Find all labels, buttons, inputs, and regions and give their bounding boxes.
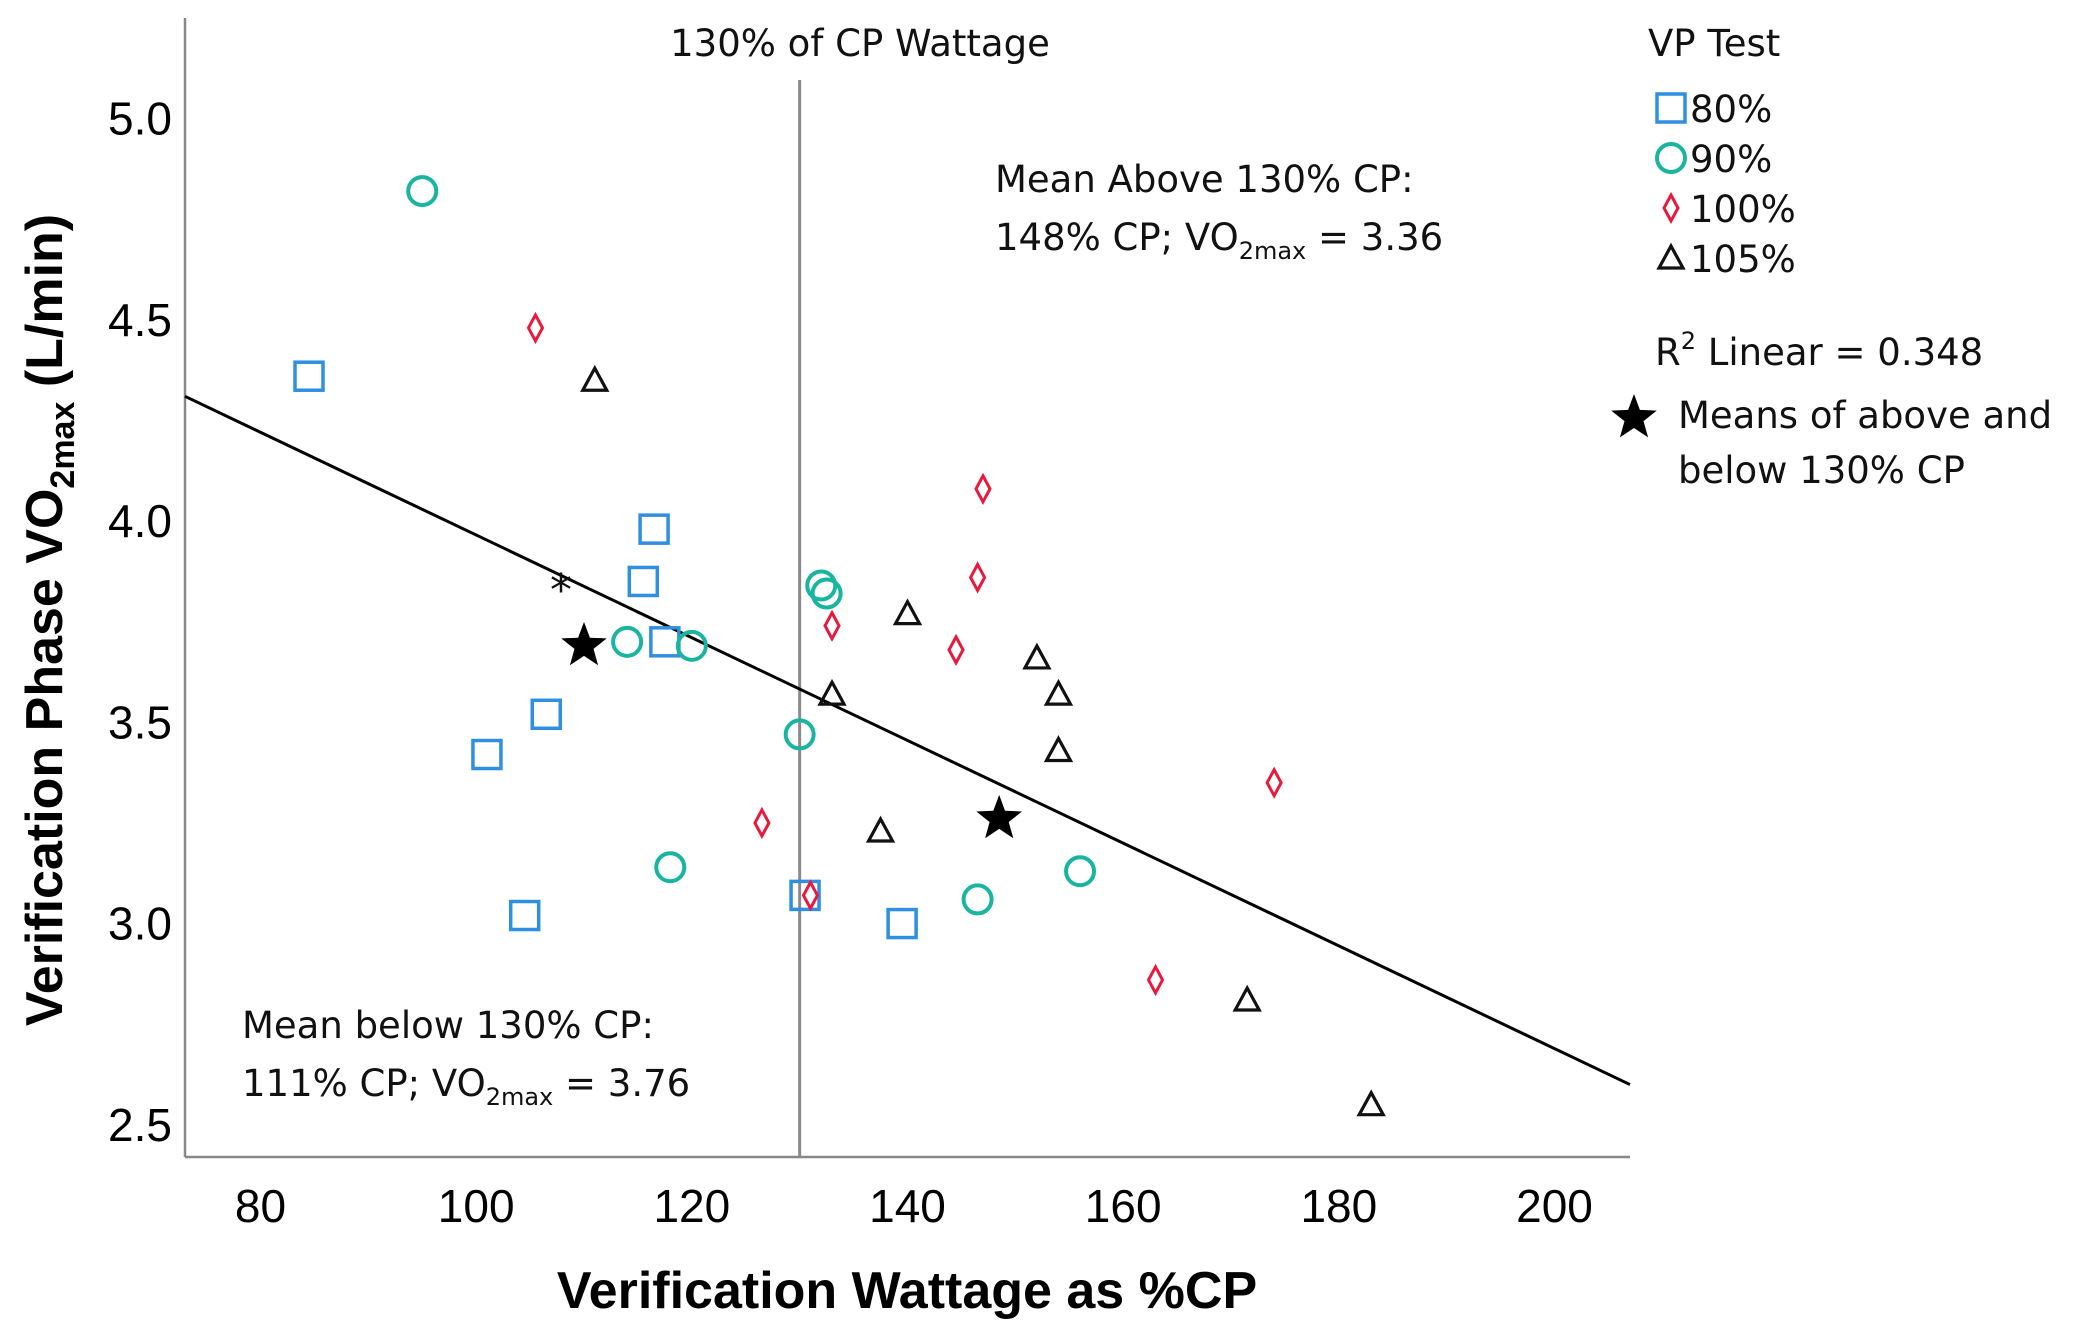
- x-tick-label: 200: [1516, 1180, 1593, 1232]
- legend-entry-label: 90%: [1690, 138, 1772, 181]
- y-tick-label: 2.5: [108, 1099, 172, 1151]
- legend-r2-text: Linear = 0.348: [1696, 331, 1983, 374]
- x-axis-title: Verification Wattage as %CP: [557, 1262, 1257, 1320]
- annotation-above-line2: 148% CP; VO2max = 3.36: [995, 216, 1443, 265]
- annotation-above-line1: Mean Above 130% CP:: [995, 158, 1414, 201]
- legend-star-line2: below 130% CP: [1678, 449, 1965, 492]
- y-axis-title-main: Verification Phase VO: [16, 489, 74, 1027]
- annotation-below-sub: 2max: [486, 1083, 554, 1111]
- legend-marker-diamond: [1662, 191, 1680, 225]
- data-point-diamond: [801, 879, 820, 912]
- y-tick-label: 4.0: [108, 495, 172, 547]
- data-point-diamond: [1146, 963, 1165, 997]
- data-point-diamond: [823, 609, 841, 642]
- data-point-diamond: [947, 633, 965, 667]
- legend-star-line1: Means of above and: [1678, 394, 2052, 437]
- data-point-diamond: [526, 311, 545, 345]
- data-point-circle: [654, 851, 687, 884]
- data-point-triangle: [1232, 984, 1262, 1012]
- data-point-diamond: [1265, 766, 1283, 799]
- data-point-square: [530, 698, 562, 731]
- asterisk-annotation: *: [550, 565, 572, 616]
- legend-entry-label: 100%: [1690, 188, 1796, 231]
- legend-star-shape: [1611, 394, 1657, 438]
- y-tick-label: 5.0: [108, 93, 172, 145]
- data-point-triangle: [1022, 642, 1052, 670]
- data-point-square: [293, 360, 325, 392]
- legend-entry-label: 105%: [1690, 238, 1796, 281]
- legend-r2-prefix: R: [1655, 331, 1681, 374]
- data-point-triangle: [580, 364, 610, 392]
- y-axis-title-units: (L/min): [16, 214, 74, 402]
- data-point-triangle: [1356, 1089, 1386, 1117]
- data-point-circle: [406, 175, 439, 208]
- data-point-square: [471, 738, 503, 771]
- legend-star-icon: [1611, 394, 1657, 438]
- data-point-square: [627, 565, 660, 598]
- legend: VP Test 80% 90% 100% 105% R2 Linear = 0.348…: [1611, 22, 2052, 492]
- legend-marker-triangle: [1656, 242, 1686, 270]
- x-tick-label: 140: [869, 1180, 946, 1232]
- data-point-diamond: [753, 806, 771, 840]
- linear-fit-line: [184, 394, 1631, 1086]
- legend-marker-square: [1655, 92, 1687, 124]
- x-tick-labels: 80 100 120 140 160 180 200: [235, 1180, 1593, 1232]
- mean-star-above: [976, 794, 1022, 839]
- data-point-triangle: [865, 815, 896, 843]
- data-point-square: [508, 899, 541, 932]
- data-point-circle: [805, 569, 838, 602]
- annotation-above-line2-pre: 148% CP; VO: [995, 216, 1239, 259]
- mean-stars: [561, 621, 1022, 839]
- x-tick-label: 180: [1300, 1180, 1377, 1232]
- data-point-triangle: [817, 678, 847, 706]
- legend-r2: R2 Linear = 0.348: [1655, 327, 1983, 374]
- annotation-above-sub: 2max: [1239, 237, 1307, 265]
- data-point-circle: [783, 718, 816, 751]
- y-tick-label: 3.0: [108, 898, 172, 950]
- data-point-circle: [611, 625, 644, 658]
- annotation-below-line2: 111% CP; VO2max = 3.76: [242, 1062, 690, 1111]
- data-point-triangle: [1043, 678, 1074, 706]
- mean-star-below: [561, 621, 607, 666]
- data-point-circle: [675, 629, 708, 662]
- legend-entry-label: 80%: [1690, 88, 1772, 131]
- data-point-diamond: [968, 561, 987, 594]
- x-tick-label: 120: [653, 1180, 730, 1232]
- annotation-below-line2-post: = 3.76: [553, 1062, 690, 1105]
- legend-title: VP Test: [1648, 22, 1780, 65]
- reference-line-label: 130% of CP Wattage: [670, 22, 1050, 65]
- data-point-circle: [810, 577, 843, 610]
- legend-marker-circle: [1655, 142, 1687, 174]
- annotation-above-line2-post: = 3.36: [1306, 216, 1443, 259]
- legend-r2-sup: 2: [1681, 327, 1696, 355]
- x-tick-label: 80: [235, 1180, 286, 1232]
- data-point-circle: [1064, 855, 1097, 888]
- legend-entries: 80% 90% 100% 105%: [1655, 88, 1796, 281]
- data-point-square: [886, 907, 918, 940]
- data-point-triangle: [892, 598, 923, 626]
- y-axis-title: Verification Phase VO2max (L/min): [16, 214, 82, 1026]
- x-tick-label: 100: [438, 1180, 515, 1232]
- annotation-below-line2-pre: 111% CP; VO: [242, 1062, 486, 1105]
- data-point-square: [649, 626, 681, 658]
- y-axis-title-sub: 2max: [44, 402, 82, 489]
- data-markers: [293, 175, 1386, 1117]
- y-tick-labels: 5.0 4.5 4.0 3.5 3.0 2.5: [108, 93, 172, 1151]
- y-tick-label: 4.5: [108, 294, 172, 346]
- y-tick-label: 3.5: [108, 696, 172, 748]
- x-tick-label: 160: [1085, 1180, 1162, 1232]
- data-point-circle: [961, 883, 994, 916]
- annotation-below-line1: Mean below 130% CP:: [242, 1004, 654, 1047]
- data-point-diamond: [974, 472, 992, 506]
- data-point-square: [638, 513, 670, 545]
- data-point-triangle: [1043, 735, 1074, 763]
